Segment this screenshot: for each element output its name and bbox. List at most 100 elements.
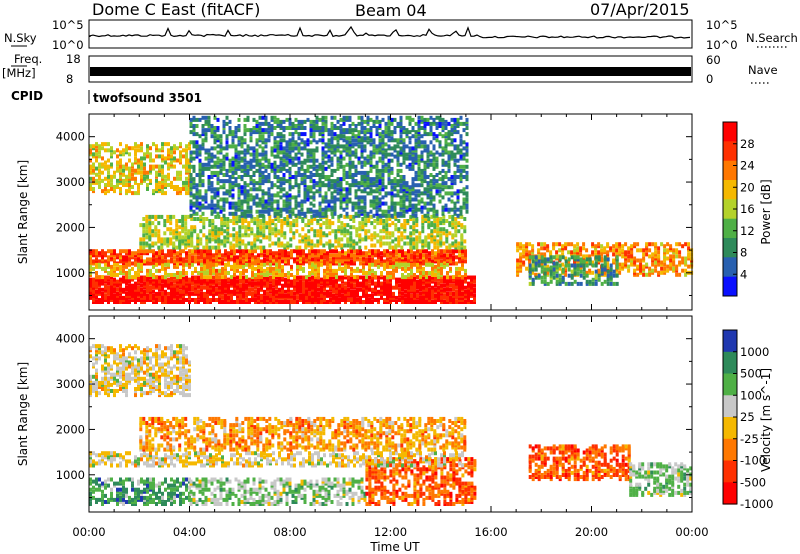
power-echo-cell xyxy=(248,283,251,288)
power-echo-cell xyxy=(167,295,170,300)
power-echo-cell xyxy=(401,266,404,271)
power-echo-cell xyxy=(207,128,211,133)
power-echo-cell xyxy=(522,248,526,253)
power-echo-cell xyxy=(287,271,290,275)
power-echo-cell xyxy=(190,241,194,246)
power-echo-cell xyxy=(340,237,344,242)
power-echo-cell xyxy=(137,273,140,277)
power-echo-cell xyxy=(215,253,218,258)
power-echo-cell xyxy=(266,249,269,254)
power-echo-cell xyxy=(158,154,161,159)
power-echo-cell xyxy=(398,249,401,254)
power-echo-cell xyxy=(231,134,235,139)
power-echo-cell xyxy=(140,298,143,302)
power-echo-cell xyxy=(233,255,236,260)
power-echo-cell xyxy=(243,124,247,128)
power-echo-cell xyxy=(684,260,688,265)
power-echo-cell xyxy=(234,211,238,216)
power-echo-cell xyxy=(666,256,670,261)
power-echo-cell xyxy=(122,298,125,302)
power-echo-cell xyxy=(555,281,559,286)
power-echo-cell xyxy=(449,249,452,254)
power-echo-cell xyxy=(92,277,95,282)
power-echo-cell xyxy=(247,225,251,230)
power-echo-cell xyxy=(436,241,440,246)
power-echo-cell xyxy=(218,271,221,275)
power-echo-cell xyxy=(191,262,194,267)
power-echo-cell xyxy=(276,168,280,173)
power-echo-cell xyxy=(401,295,404,300)
power-echo-cell xyxy=(311,283,314,288)
power-echo-cell xyxy=(341,261,344,266)
power-echo-cell xyxy=(440,275,443,280)
power-echo-cell xyxy=(299,253,302,258)
power-echo-cell xyxy=(167,162,170,167)
power-echo-cell xyxy=(522,262,526,267)
power-echo-cell xyxy=(164,253,167,258)
power-echo-cell xyxy=(273,138,277,143)
power-echo-cell xyxy=(155,148,158,153)
power-echo-cell xyxy=(534,255,538,260)
power-echo-cell xyxy=(104,266,107,271)
power-echo-cell xyxy=(192,132,196,137)
power-echo-cell xyxy=(227,277,230,282)
power-echo-cell xyxy=(98,251,101,256)
power-echo-cell xyxy=(325,219,329,223)
power-echo-cell xyxy=(248,287,251,292)
power-echo-cell xyxy=(443,277,446,282)
power-echo-cell xyxy=(419,249,422,254)
power-echo-cell xyxy=(176,170,179,175)
power-echo-cell xyxy=(338,262,341,267)
power-echo-cell xyxy=(555,267,559,272)
power-echo-cell xyxy=(332,271,335,275)
power-echo-cell xyxy=(627,254,631,259)
power-echo-cell xyxy=(257,298,260,302)
power-echo-cell xyxy=(406,221,410,226)
power-echo-cell xyxy=(148,217,152,221)
power-echo-cell xyxy=(195,191,199,196)
power-echo-cell xyxy=(561,244,565,249)
power-echo-cell xyxy=(244,225,248,230)
power-echo-cell xyxy=(558,263,562,268)
power-echo-cell xyxy=(436,239,440,244)
power-echo-cell xyxy=(224,262,227,267)
power-echo-cell xyxy=(299,249,302,254)
power-echo-cell xyxy=(534,257,538,262)
power-echo-cell xyxy=(293,249,296,254)
power-echo-cell xyxy=(246,209,250,214)
power-echo-cell xyxy=(210,207,214,212)
power-echo-cell xyxy=(164,283,167,288)
power-echo-cell xyxy=(178,245,182,250)
power-echo-cell xyxy=(152,293,155,298)
power-echo-cell xyxy=(274,217,278,221)
power-echo-cell xyxy=(240,158,244,163)
power-echo-cell xyxy=(540,255,544,260)
power-echo-cell xyxy=(288,173,292,177)
power-echo-cell xyxy=(573,271,577,276)
power-echo-cell xyxy=(308,261,311,266)
power-echo-cell xyxy=(169,237,173,242)
power-echo-cell xyxy=(415,229,419,234)
power-echo-cell xyxy=(519,242,523,247)
power-echo-cell xyxy=(316,221,320,226)
power-echo-cell xyxy=(122,164,125,169)
power-echo-cell xyxy=(452,287,455,292)
power-echo-cell xyxy=(143,291,146,296)
power-echo-cell xyxy=(175,223,179,228)
power-echo-cell xyxy=(139,223,143,228)
power-echo-cell xyxy=(155,164,158,169)
power-echo-cell xyxy=(189,191,193,196)
power-echo-cell xyxy=(669,244,673,249)
power-echo-cell xyxy=(95,253,98,258)
power-echo-cell xyxy=(401,283,404,288)
power-echo-cell xyxy=(564,259,568,264)
power-echo-cell xyxy=(353,253,356,258)
power-echo-cell xyxy=(143,172,146,177)
power-echo-cell xyxy=(254,298,257,302)
power-echo-cell xyxy=(95,277,98,282)
power-echo-cell xyxy=(454,229,458,234)
power-echo-cell xyxy=(272,275,275,280)
power-echo-cell xyxy=(155,262,158,267)
power-echo-cell xyxy=(319,239,323,244)
power-echo-cell xyxy=(231,162,235,167)
